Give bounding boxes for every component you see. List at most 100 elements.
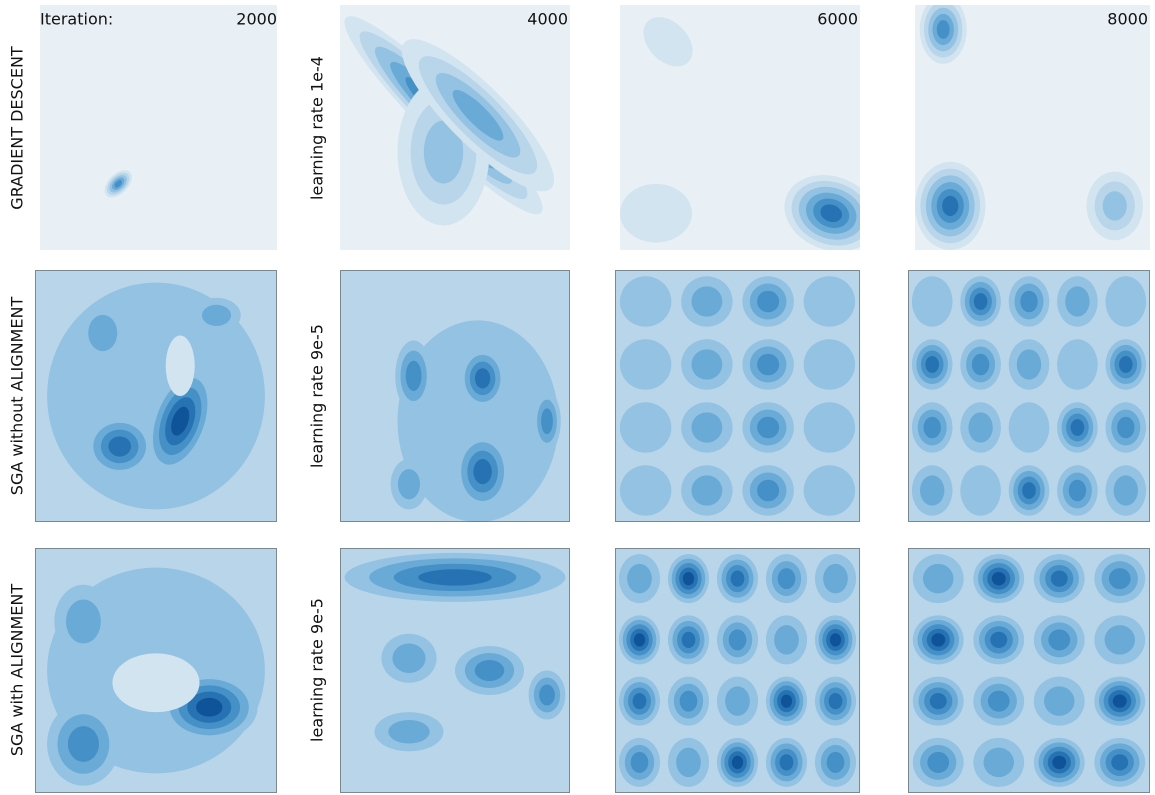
density-contour	[1020, 290, 1038, 313]
density-contour	[731, 755, 744, 770]
density-contour	[936, 20, 950, 39]
density-contour	[165, 335, 195, 397]
row-label: GRADIENT DESCENT	[8, 46, 27, 210]
density-panel	[340, 548, 570, 793]
density-contour	[803, 339, 856, 390]
density-contour	[418, 569, 492, 586]
density-panel	[35, 548, 277, 793]
density-contour	[987, 690, 1010, 712]
density-panel	[340, 5, 570, 250]
density-contour	[397, 320, 559, 522]
density-contour	[1105, 276, 1147, 327]
density-contour	[911, 276, 953, 327]
density-panel	[908, 548, 1150, 793]
learning-rate: learning rate 1e-4	[308, 56, 327, 200]
density-contour	[929, 692, 947, 710]
density-contour	[1022, 482, 1036, 499]
density-contour	[691, 475, 723, 506]
panel-frame	[908, 548, 1150, 793]
density-contour	[108, 436, 131, 457]
density-contour	[757, 416, 780, 439]
density-contour	[1112, 694, 1127, 708]
density-contour	[968, 412, 993, 443]
density-contour	[990, 631, 1008, 649]
panel-background	[40, 5, 277, 250]
density-panel	[40, 5, 277, 250]
density-contour	[88, 314, 118, 352]
density-contour	[619, 276, 672, 327]
density-contour	[826, 751, 845, 773]
density-contour	[423, 120, 464, 184]
iteration: 6000	[817, 10, 858, 29]
density-contour	[828, 692, 843, 710]
iteration: 4000	[527, 10, 568, 29]
density-contour	[619, 402, 672, 453]
density-contour	[114, 180, 122, 188]
density-contour	[1108, 568, 1131, 590]
panel-frame	[340, 548, 570, 793]
row-label: SGA with ALIGNMENT	[8, 584, 27, 756]
density-contour	[679, 690, 698, 712]
density-panel	[615, 270, 860, 522]
density-contour	[931, 633, 946, 647]
density-contour	[691, 286, 723, 317]
density-contour	[1050, 570, 1068, 587]
density-panel	[615, 548, 860, 793]
density-contour	[1070, 419, 1085, 436]
density-contour	[927, 751, 950, 773]
density-contour	[474, 368, 491, 389]
iteration-label: Iteration:	[40, 10, 113, 29]
panel-frame	[35, 270, 277, 522]
density-contour	[196, 697, 223, 717]
panel-frame	[35, 548, 277, 793]
density-contour	[632, 692, 647, 710]
density-contour	[1048, 629, 1071, 651]
density-contour	[1008, 402, 1050, 453]
density-contour	[1044, 686, 1075, 716]
density-contour	[619, 465, 672, 516]
density-contour	[923, 563, 954, 594]
density-contour	[960, 465, 1001, 516]
row-label: SGA without ALIGNMENT	[8, 297, 27, 496]
density-contour	[1119, 356, 1133, 373]
learning-rate: learning rate 9e-5	[308, 598, 327, 742]
density-panel	[620, 5, 860, 250]
density-contour	[774, 625, 799, 655]
density-contour	[452, 89, 504, 141]
density-contour	[991, 571, 1006, 586]
density-contour	[1068, 479, 1087, 502]
density-contour	[65, 599, 101, 644]
density-contour	[757, 479, 780, 502]
density-contour	[691, 412, 723, 443]
density-contour	[676, 747, 701, 778]
density-contour	[923, 416, 941, 439]
density-contour	[1016, 349, 1042, 380]
density-contour	[803, 465, 856, 516]
iteration: 8000	[1107, 10, 1148, 29]
density-panel	[340, 270, 570, 522]
density-contour	[757, 353, 780, 376]
density-contour	[474, 660, 505, 681]
density-panel	[908, 270, 1150, 522]
density-contour	[539, 684, 555, 706]
density-contour	[388, 719, 430, 744]
density-contour	[630, 751, 649, 773]
density-contour	[820, 204, 843, 223]
density-contour	[779, 754, 794, 771]
density-contour	[803, 276, 856, 327]
density-contour	[780, 694, 793, 708]
density-contour	[627, 563, 652, 594]
density-contour	[1111, 754, 1129, 771]
density-contour	[823, 563, 848, 594]
density-contour	[1102, 191, 1127, 221]
density-contour	[619, 339, 672, 390]
density-contour	[725, 686, 750, 716]
panel-frame	[615, 270, 860, 522]
density-contour	[681, 631, 696, 649]
density-contour	[1104, 625, 1135, 655]
density-contour	[757, 290, 780, 313]
density-contour	[620, 183, 692, 243]
density-panel	[35, 270, 277, 522]
density-contour	[67, 726, 99, 762]
